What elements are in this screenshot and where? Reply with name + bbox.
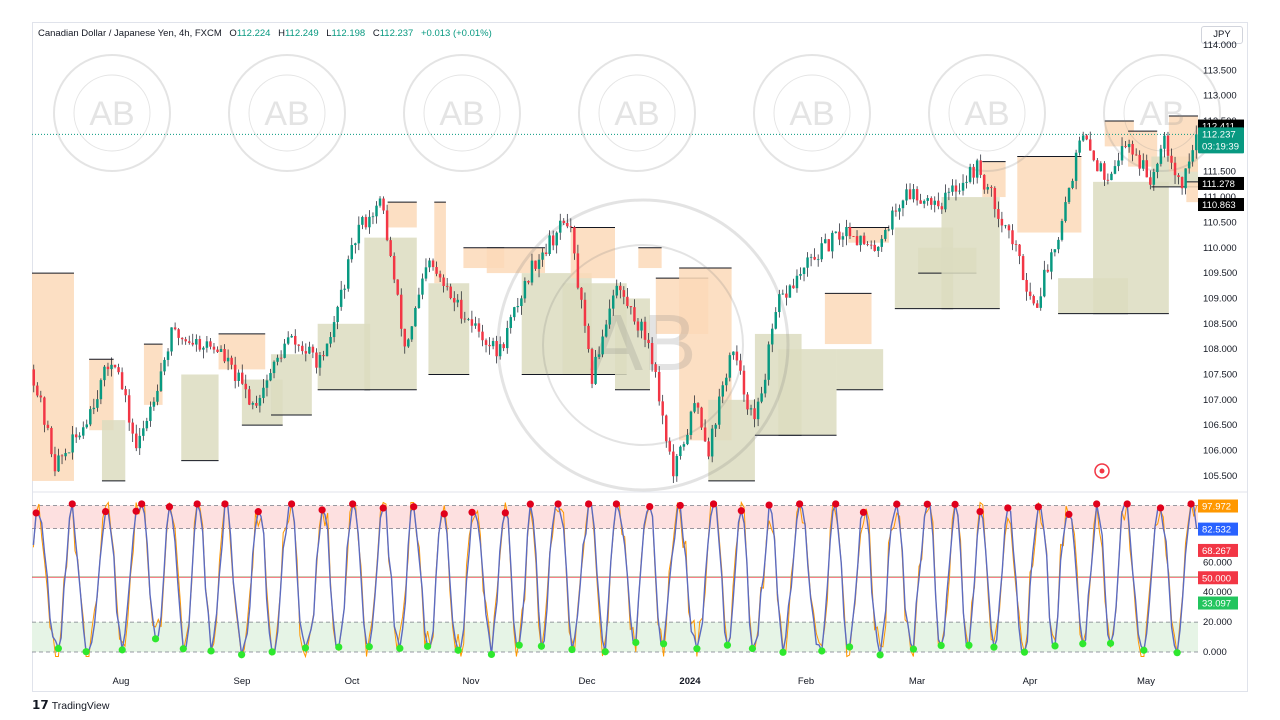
high-label: H [278,28,285,39]
currency-button[interactable]: JPY [1201,26,1243,44]
open-value: 112.224 [236,28,271,39]
close-value: 112.237 [379,28,414,39]
low-label: L [326,28,332,39]
symbol-name[interactable]: Canadian Dollar / Japanese Yen, 4h, FXCM [38,28,222,39]
change-value: +0.013 (+0.01%) [420,28,492,39]
brand-name: TradingView [51,700,110,712]
tradingview-brand[interactable]: 𝟭𝟳 TradingView [32,698,109,712]
symbol-legend[interactable]: Canadian Dollar / Japanese Yen, 4h, FXCM… [38,28,492,39]
tradingview-logo-icon: 𝟭𝟳 [32,698,49,712]
close-label: C [372,28,380,39]
chart-frame [32,22,1248,692]
low-value: 112.198 [331,28,366,39]
high-value: 112.249 [284,28,319,39]
open-label: O [229,28,237,39]
